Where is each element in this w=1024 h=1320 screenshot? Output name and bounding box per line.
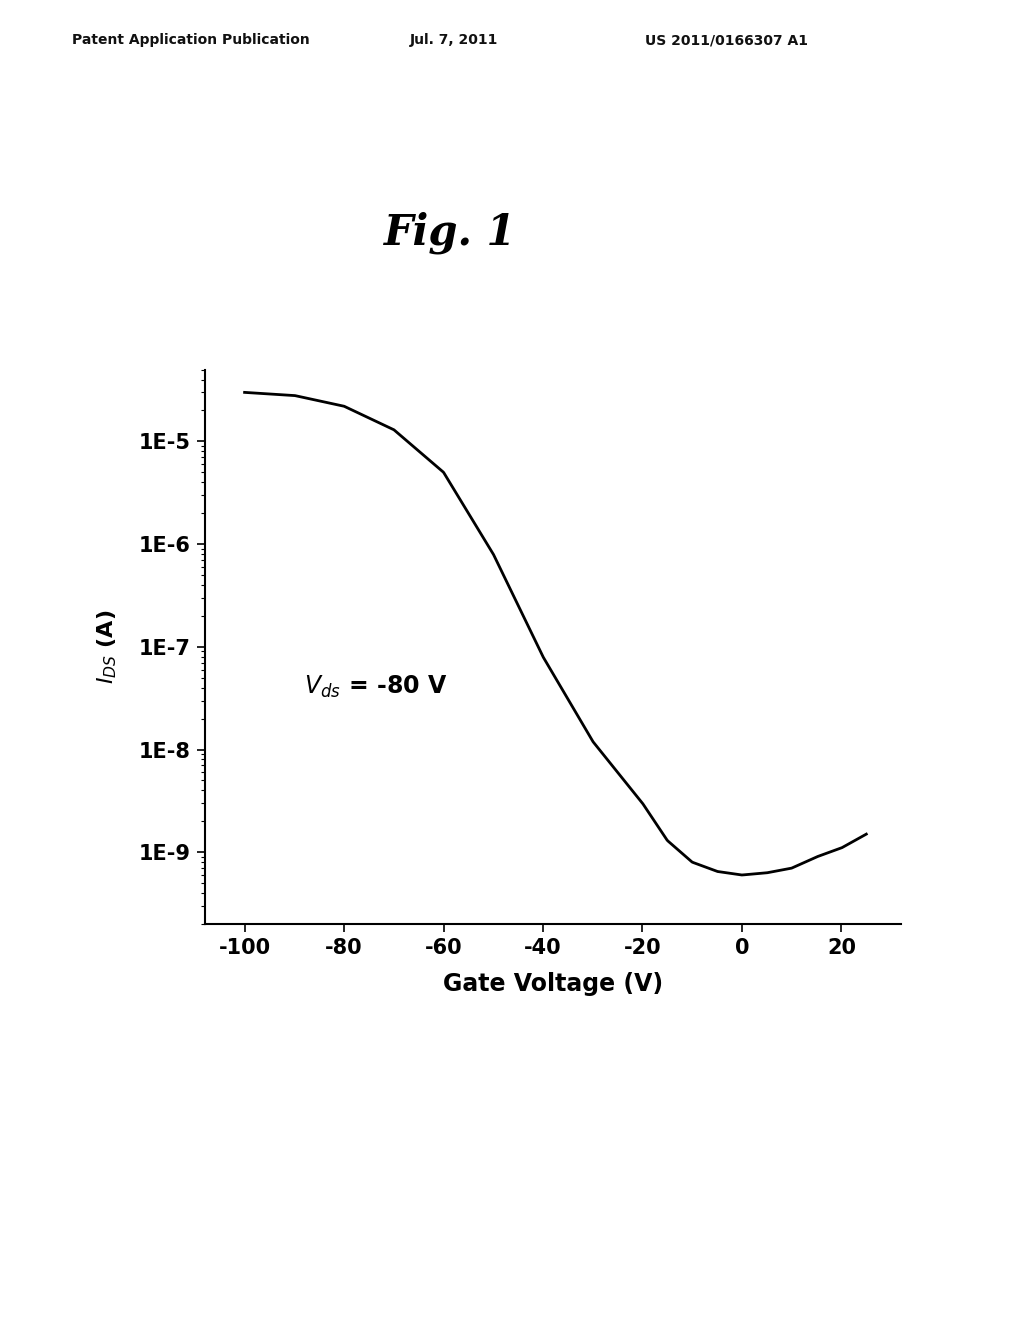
Text: Jul. 7, 2011: Jul. 7, 2011 bbox=[410, 33, 498, 48]
X-axis label: Gate Voltage (V): Gate Voltage (V) bbox=[443, 972, 663, 995]
Text: Fig. 1: Fig. 1 bbox=[384, 211, 517, 253]
Text: $V_{ds}$ = -80 V: $V_{ds}$ = -80 V bbox=[304, 673, 447, 700]
Text: Patent Application Publication: Patent Application Publication bbox=[72, 33, 309, 48]
Text: $I_{DS}$ (A): $I_{DS}$ (A) bbox=[95, 610, 119, 684]
Text: US 2011/0166307 A1: US 2011/0166307 A1 bbox=[645, 33, 808, 48]
